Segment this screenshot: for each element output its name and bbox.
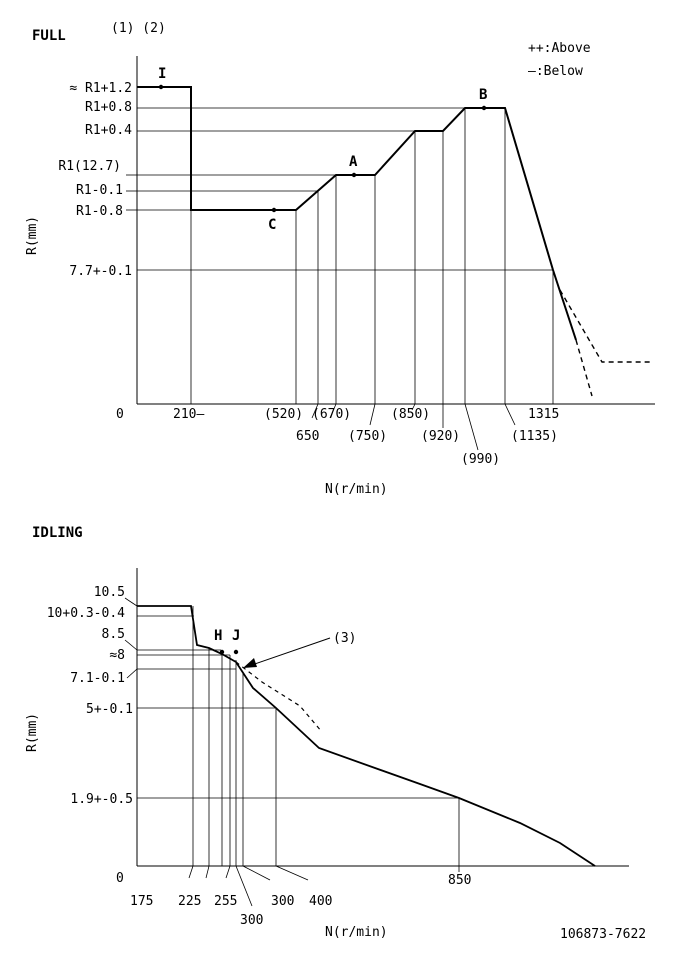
idling-curve [137,605,596,867]
full-leaders [126,174,516,451]
full-xlabel-1315: 1315 [528,407,559,422]
point-I-label: I [158,66,166,82]
idling-xlabel-300a: 300 [240,913,263,928]
idling-ylabel-8: ≈8 [109,648,125,663]
point-I-marker [158,84,164,90]
drawing-code: 106873-7622 [560,927,646,942]
full-ylabel-r1p04: R1+0.4 [85,123,132,138]
idling-ylabel-71: 7.1-0.1 [70,671,125,686]
full-xlabel: N(r/min) [325,482,388,497]
callout-arrowhead [243,658,257,668]
idling-origin: 0 [116,871,124,886]
idling-xlabel: N(r/min) [325,925,388,940]
idling-ylabel-19: 1.9+-0.5 [70,792,133,807]
full-ylabel-r1m08: R1-0.8 [76,204,123,219]
full-ylabel-r1p12: ≈ R1+1.2 [69,81,132,96]
idling-ylabel: R(mm) [25,713,40,752]
callout-3-label: (3) [333,631,356,646]
full-xlabel-520: (520) [264,407,303,422]
point-C-label: C [268,217,276,233]
idling-ylabel-105: 10.5 [94,585,125,600]
full-xlabel-750: (750) [348,429,387,444]
idling-title: IDLING [32,525,83,541]
idling-xlabel-255: 255 [214,894,237,909]
full-title: FULL [32,28,66,44]
full-xlabel-650: 650 [296,429,319,444]
full-dashed-above [559,289,653,363]
point-H-marker [219,649,225,655]
full-ylabel-r1m01: R1-0.1 [76,183,123,198]
point-J-label: J [232,628,240,644]
full-xlabel-210: 210— [173,407,204,422]
full-ylabel-77: 7.7+-0.1 [69,264,132,279]
point-J-marker [233,649,239,655]
point-H-label: H [214,628,222,644]
full-ref-lines [137,107,553,271]
full-notes: (1) (2) [111,21,166,36]
full-xlabel-670: (670) [312,407,351,422]
full-ylabel: R(mm) [25,216,40,255]
point-A-marker [351,172,357,178]
full-xlabel-920: (920) [421,429,460,444]
full-ylabel-r1p08: R1+0.8 [85,100,132,115]
idling-xlabel-850: 850 [448,873,471,888]
idling-xlabel-225: 225 [178,894,201,909]
callout-arrow [245,637,331,668]
full-origin: 0 [116,407,124,422]
full-xlabel-850: (850) [391,407,430,422]
idling-xlabel-300b: 300 [271,894,294,909]
idling-dashed [235,661,323,733]
legend-above: ++:Above [528,41,591,56]
full-frame [136,56,655,405]
idling-ylabel-85: 8.5 [102,627,125,642]
idling-frame [136,568,629,867]
full-dashed-below [575,339,593,397]
idling-vert-lines [192,606,460,866]
idling-xlabel-175: 175 [130,894,153,909]
full-curve [137,86,577,341]
full-xlabel-990: (990) [461,452,500,467]
point-A-label: A [349,154,358,170]
point-B-marker [481,105,487,111]
full-vert-lines [190,108,554,404]
idling-ref-lines [137,615,459,799]
point-B-label: B [479,87,487,103]
idling-ylabel-10: 10+0.3-0.4 [47,606,125,621]
full-ylabel-r1: R1(12.7) [58,159,121,174]
legend-below: —:Below [528,64,583,79]
idling-ylabel-5: 5+-0.1 [86,702,133,717]
full-xlabel-1135: (1135) [511,429,558,444]
idling-leaders [124,597,460,907]
idling-xlabel-400: 400 [309,894,332,909]
point-C-marker [271,207,277,213]
